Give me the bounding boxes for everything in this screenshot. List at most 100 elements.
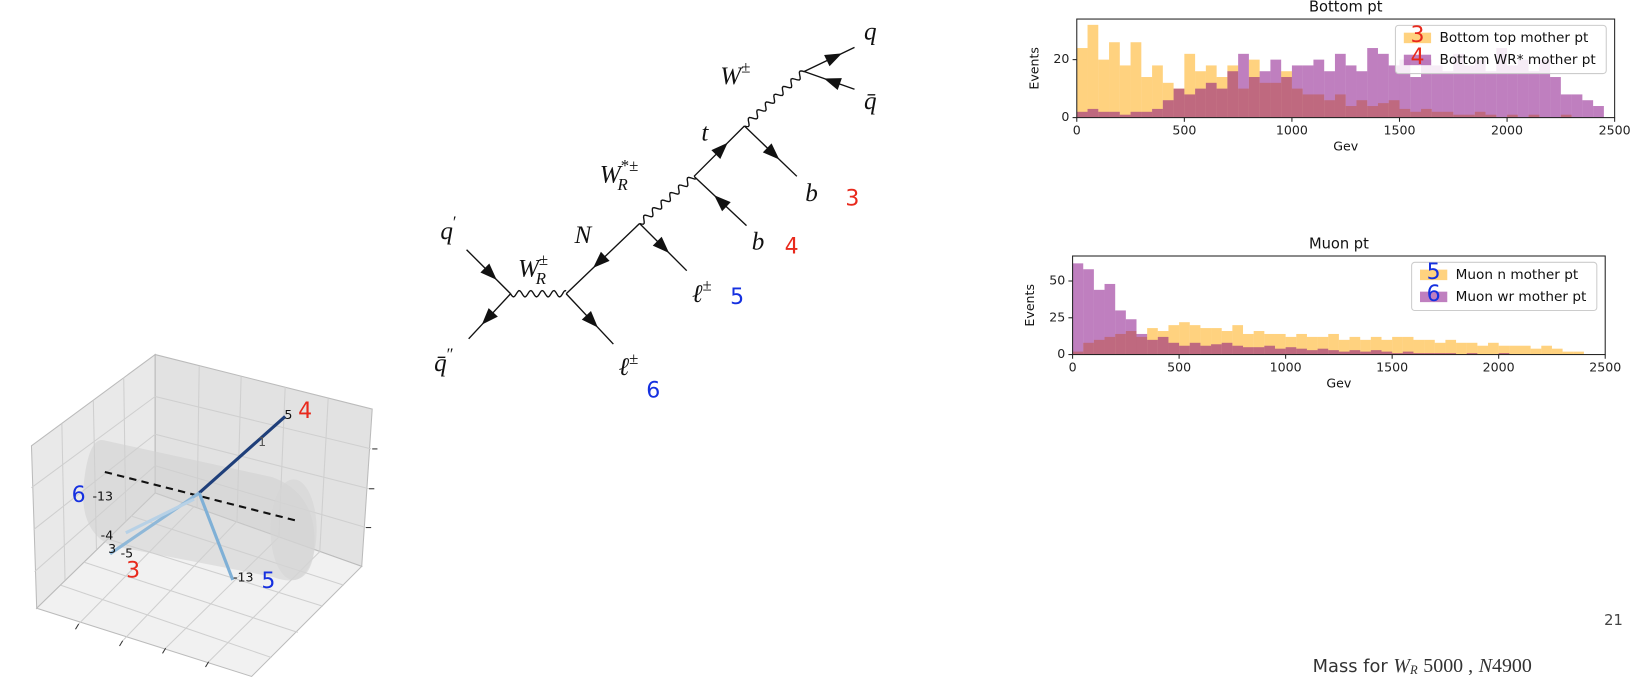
bar (1130, 111, 1142, 118)
bar (1119, 114, 1131, 118)
bar (1152, 65, 1163, 118)
bar (1291, 65, 1303, 118)
bar (1253, 331, 1265, 355)
label-base: b (805, 180, 818, 207)
particle-label: N (574, 222, 593, 249)
bar (1338, 339, 1350, 355)
bar (1098, 111, 1110, 118)
arrow-head (481, 308, 498, 325)
x-tick-label: 500 (1167, 360, 1191, 375)
footer-value: 5000 , (1423, 655, 1473, 677)
bar (1571, 94, 1583, 118)
bar (1098, 59, 1110, 118)
bar (1259, 71, 1271, 118)
track-label: 5 (284, 407, 292, 422)
bar (1216, 88, 1228, 118)
bar (1168, 325, 1180, 355)
bar (1453, 53, 1465, 118)
bar (1302, 65, 1314, 118)
y-tick-label: 50 (1049, 273, 1065, 288)
bar (1381, 351, 1393, 355)
bar (1130, 42, 1142, 118)
x-tick-label: 2000 (1483, 360, 1515, 375)
boson-line (744, 70, 805, 128)
bar (1179, 345, 1190, 355)
bar (1550, 77, 1561, 118)
bar (1456, 342, 1467, 355)
track-label: -13 (92, 489, 113, 504)
bar (1232, 345, 1244, 355)
bar (1498, 353, 1510, 355)
bar (1296, 348, 1307, 355)
boson-line (510, 289, 567, 298)
annotation: 5 (1427, 260, 1441, 285)
bar (1498, 345, 1510, 355)
x-tick-label: 2500 (1599, 123, 1631, 138)
bar (1285, 347, 1297, 355)
bar (1466, 342, 1478, 355)
label-base: N (574, 222, 593, 249)
bar (1496, 48, 1508, 118)
particle-label: W± (720, 57, 750, 89)
bar (1349, 336, 1361, 355)
label-base: t (701, 119, 709, 146)
bar (1264, 333, 1275, 355)
feynman-diagram (466, 46, 855, 345)
bar (1087, 108, 1099, 118)
legend-label: Bottom WR* mother pt (1439, 52, 1596, 68)
bar (1141, 111, 1153, 118)
bar (1421, 59, 1432, 118)
bar (1248, 77, 1260, 118)
bar (1313, 59, 1325, 118)
x-tick-label: 500 (1172, 123, 1196, 138)
bar (1227, 71, 1239, 118)
bar (1076, 111, 1088, 118)
bar (1189, 342, 1201, 355)
bar (1243, 347, 1254, 355)
particle-label: q̄″ (434, 344, 454, 376)
bar (1173, 88, 1185, 118)
page-number: 21 (1604, 612, 1623, 629)
bar (1399, 59, 1411, 118)
bar (1211, 344, 1222, 355)
label-sup: ′ (453, 212, 457, 231)
bar (1157, 336, 1169, 355)
bar (1264, 345, 1275, 355)
bar (1152, 108, 1163, 118)
legend-swatch (1420, 291, 1448, 303)
bar (1087, 24, 1099, 118)
particle-label: W± R (518, 250, 548, 288)
bar (1184, 94, 1196, 118)
label-sub: R (535, 269, 546, 288)
track (198, 415, 287, 495)
bar (1083, 269, 1094, 355)
bar (1519, 345, 1531, 355)
y-axis-label: Events (1026, 47, 1041, 90)
bar (1517, 59, 1529, 118)
chart-title: Muon pt (1309, 235, 1369, 252)
legend-swatch (1420, 269, 1448, 281)
label-base: ℓ (692, 281, 703, 308)
arrow-head (581, 311, 598, 328)
bar (1317, 336, 1329, 355)
bar (1072, 263, 1084, 355)
axis-ticks-3d (75, 448, 378, 668)
label-base: q (440, 218, 453, 245)
bar (1370, 336, 1382, 355)
label-sup: ± (539, 250, 548, 269)
bar (1221, 342, 1233, 355)
bar (1328, 333, 1339, 355)
track-label: 6 (72, 483, 86, 508)
label-base: q (864, 19, 877, 46)
bar (1200, 328, 1212, 355)
x-axis-label: Gev (1333, 138, 1358, 153)
bar (1488, 342, 1499, 355)
x-tick-label: 1000 (1276, 123, 1308, 138)
arrow-head (593, 251, 610, 268)
footer-symbol: W (1393, 655, 1412, 677)
bar (1238, 53, 1249, 118)
arrow-head (714, 195, 731, 212)
arrow-head (762, 143, 780, 160)
bar (1442, 71, 1454, 118)
